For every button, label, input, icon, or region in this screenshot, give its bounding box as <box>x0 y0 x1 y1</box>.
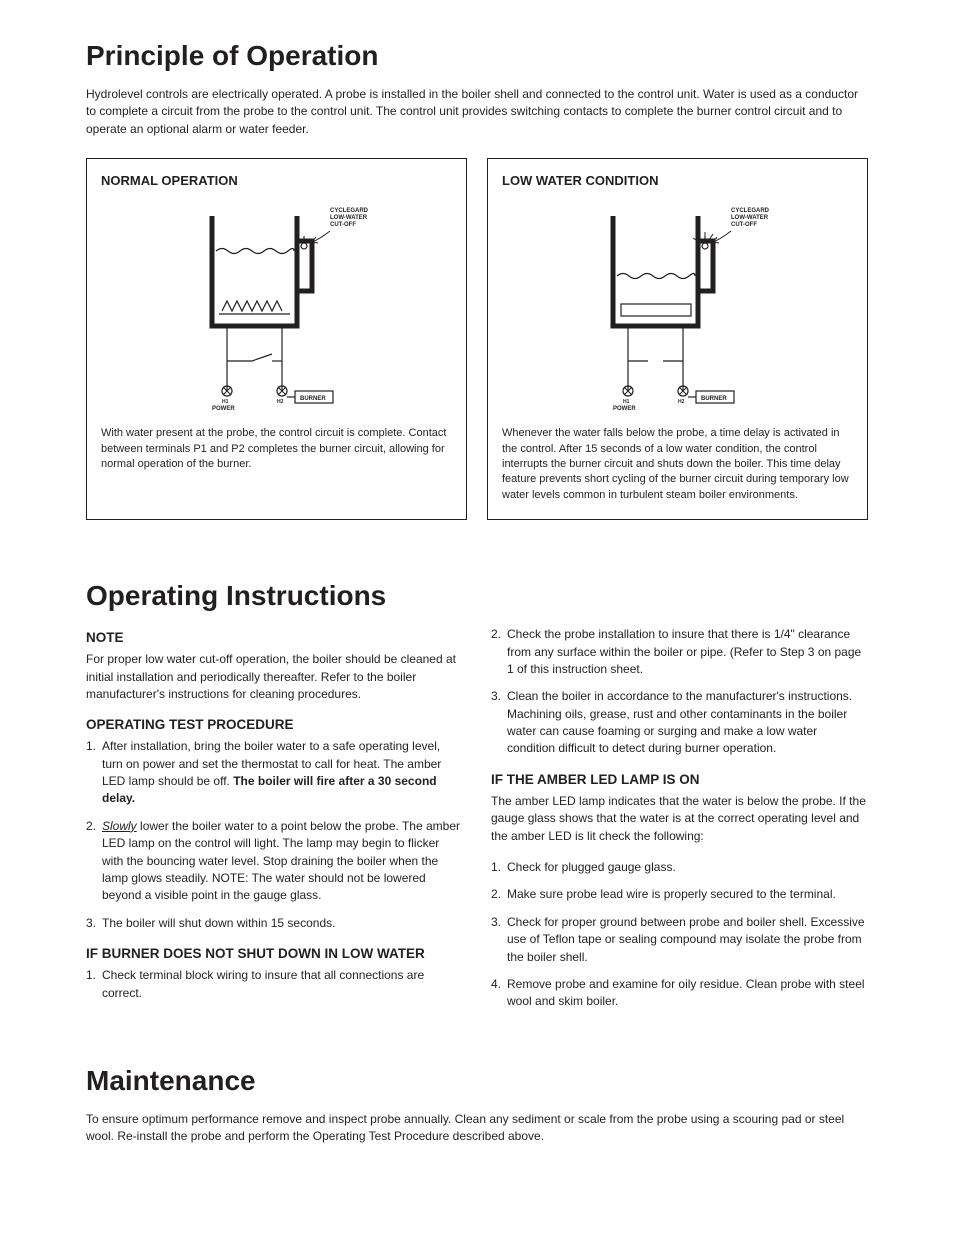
note-heading: NOTE <box>86 630 463 645</box>
amber-item-2: 2.Make sure probe lead wire is properly … <box>491 886 868 903</box>
maintenance-body: To ensure optimum performance remove and… <box>86 1111 868 1146</box>
section-title-operating: Operating Instructions <box>86 580 868 612</box>
label-h2-a: H2 <box>277 399 284 405</box>
panel-b-title: LOW WATER CONDITION <box>502 173 853 188</box>
diagram-low-water: CYCLEGARD LOW-WATER CUT-OFF H1 H2 POWER … <box>502 196 853 416</box>
label-h1-a: H1 <box>222 399 229 405</box>
panel-a-title: NORMAL OPERATION <box>101 173 452 188</box>
diagram-panels: NORMAL OPERATION <box>86 158 868 520</box>
noshut-item-2: 2. Check the probe installation to insur… <box>491 626 868 678</box>
proc-heading: OPERATING TEST PROCEDURE <box>86 717 463 732</box>
label-lowwater-a: LOW-WATER <box>330 215 368 221</box>
panel-b-desc: Whenever the water falls below the probe… <box>502 426 853 503</box>
section-title-principle: Principle of Operation <box>86 40 868 72</box>
panel-low-water: LOW WATER CONDITION <box>487 158 868 520</box>
panel-a-desc: With water present at the probe, the con… <box>101 426 452 472</box>
col-right: 2. Check the probe installation to insur… <box>491 626 868 1025</box>
amber-intro: The amber LED lamp indicates that the wa… <box>491 793 868 845</box>
label-cutoff-b: CUT-OFF <box>731 222 757 228</box>
label-cyclegard-a: CYCLEGARD <box>330 208 369 214</box>
noshut-item-1: 1. Check terminal block wiring to insure… <box>86 967 463 1002</box>
col-left: NOTE For proper low water cut-off operat… <box>86 626 463 1025</box>
proc-item-2: 2. Slowly lower the boiler water to a po… <box>86 818 463 905</box>
label-h2-b: H2 <box>678 399 685 405</box>
proc-item-1: 1. After installation, bring the boiler … <box>86 738 463 808</box>
noshut-list-left: 1. Check terminal block wiring to insure… <box>86 967 463 1002</box>
amber-item-3: 3.Check for proper ground between probe … <box>491 914 868 966</box>
amber-item-1: 1.Check for plugged gauge glass. <box>491 859 868 876</box>
label-burner-b: BURNER <box>701 396 727 402</box>
principle-intro: Hydrolevel controls are electrically ope… <box>86 86 868 138</box>
label-cyclegard-b: CYCLEGARD <box>731 208 770 214</box>
proc-item-3: 3. The boiler will shut down within 15 s… <box>86 915 463 932</box>
label-power-b: POWER <box>613 406 636 412</box>
label-power-a: POWER <box>212 406 235 412</box>
label-lowwater-b: LOW-WATER <box>731 215 769 221</box>
noshut-item-3: 3. Clean the boiler in accordance to the… <box>491 688 868 758</box>
diagram-normal: CYCLEGARD LOW-WATER CUT-OFF H1 H2 POWER … <box>101 196 452 416</box>
panel-normal-operation: NORMAL OPERATION <box>86 158 467 520</box>
label-cutoff-a: CUT-OFF <box>330 222 356 228</box>
proc-list: 1. After installation, bring the boiler … <box>86 738 463 932</box>
amber-heading: IF THE AMBER LED LAMP IS ON <box>491 772 868 787</box>
noshut-list-right: 2. Check the probe installation to insur… <box>491 626 868 758</box>
section-title-maintenance: Maintenance <box>86 1065 868 1097</box>
amber-item-4: 4.Remove probe and examine for oily resi… <box>491 976 868 1011</box>
label-burner-a: BURNER <box>300 396 326 402</box>
note-body: For proper low water cut-off operation, … <box>86 651 463 703</box>
label-h1-b: H1 <box>623 399 630 405</box>
operating-columns: NOTE For proper low water cut-off operat… <box>86 626 868 1025</box>
noshut-heading: IF BURNER DOES NOT SHUT DOWN IN LOW WATE… <box>86 946 463 961</box>
amber-list: 1.Check for plugged gauge glass. 2.Make … <box>491 859 868 1011</box>
